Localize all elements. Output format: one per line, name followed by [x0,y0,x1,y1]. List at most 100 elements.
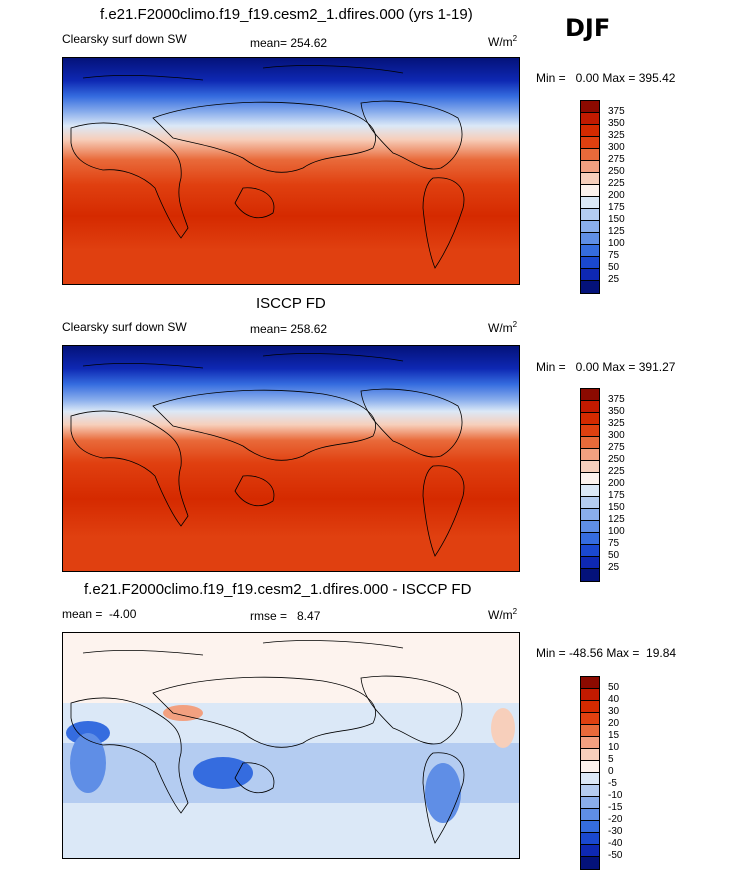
panel2-colorbar [580,388,600,582]
panel1-colorbar-swatch [581,101,599,113]
panel2-variable-label: Clearsky surf down SW [62,320,187,334]
panel3-rmse-label: rmse = 8.47 [250,609,321,623]
panel1-colorbar-tick-label: 300 [608,142,625,153]
panel2-colorbar-swatch [581,461,599,473]
panel1-colorbar-swatch [581,281,599,293]
panel1-variable-label: Clearsky surf down SW [62,32,187,46]
panel1-map [62,57,520,285]
panel2-colorbar-tick-label: 200 [608,478,625,489]
panel2-colorbar-swatch [581,533,599,545]
panel3-colorbar [580,676,600,870]
panel3-colorbar-swatch [581,797,599,809]
panel3-minmax: Min = -48.56 Max = 19.84 [536,646,677,660]
panel1-unit-label: W/m2 [488,34,517,49]
panel1-colorbar-swatch [581,233,599,245]
panel3-colorbar-swatch [581,677,599,689]
panel1-unit-sup: 2 [512,34,518,43]
panel2-colorbar-tick-label: 125 [608,514,625,525]
panel2-colorbar-tick-label: 75 [608,538,620,549]
panel1-colorbar [580,100,600,294]
panel1-colorbar-swatch [581,269,599,281]
panel3-colorbar-swatch [581,821,599,833]
panel1-colorbar-tick-label: 375 [608,106,625,117]
panel2-colorbar-swatch [581,413,599,425]
panel3-mean-label: mean = -4.00 [62,607,137,621]
panel3-colorbar-tick-label: 30 [608,706,620,717]
panel3-colorbar-swatch [581,857,599,869]
panel3-colorbar-tick-label: 15 [608,730,620,741]
panel2-colorbar-swatch [581,509,599,521]
panel2-colorbar-tick-label: 375 [608,394,625,405]
season-label: DJF [565,14,611,42]
panel1-mean-label: mean= 254.62 [250,36,328,50]
panel2-colorbar-tick-label: 100 [608,526,625,537]
panel3-unit-sup: 2 [512,607,518,616]
panel3-colorbar-swatch [581,785,599,797]
panel3-colorbar-swatch [581,845,599,857]
panel1-colorbar-swatch [581,197,599,209]
panel3-colorbar-swatch [581,749,599,761]
panel3-colorbar-tick-label: -40 [608,838,623,849]
panel3-colorbar-tick-label: 5 [608,754,614,765]
panel1-colorbar-swatch [581,185,599,197]
panel2-colorbar-swatch [581,473,599,485]
panel3-colorbar-tick-label: 40 [608,694,620,705]
panel2-colorbar-tick-label: 50 [608,550,620,561]
panel2-minmax: Min = 0.00 Max = 391.27 [536,360,676,374]
panel1-colorbar-swatch [581,161,599,173]
panel1-colorbar-swatch [581,149,599,161]
panel2-colorbar-swatch [581,545,599,557]
panel1-colorbar-swatch [581,137,599,149]
panel1-colorbar-swatch [581,257,599,269]
panel2-colorbar-tick-label: 175 [608,490,625,501]
panel2-colorbar-swatch [581,485,599,497]
panel3-colorbar-swatch [581,701,599,713]
panel2-colorbar-tick-label: 250 [608,454,625,465]
panel1-colorbar-tick-label: 275 [608,154,625,165]
panel3-colorbar-tick-label: 20 [608,718,620,729]
panel1-unit-text: W/m [488,35,513,49]
panel3-colorbar-tick-label: 0 [608,766,614,777]
panel2-colorbar-swatch [581,569,599,581]
panel3-colorbar-swatch [581,713,599,725]
panel1-title: f.e21.F2000climo.f19_f19.cesm2_1.dfires.… [100,6,473,23]
panel2-colorbar-swatch [581,557,599,569]
panel3-colorbar-swatch [581,737,599,749]
panel2-colorbar-swatch [581,401,599,413]
panel2-colorbar-swatch [581,497,599,509]
panel2-colorbar-tick-label: 350 [608,406,625,417]
panel3-unit-label: W/m2 [488,607,517,622]
panel1-colorbar-swatch [581,245,599,257]
panel1-colorbar-swatch [581,125,599,137]
panel3-colorbar-tick-label: -20 [608,814,623,825]
panel3-unit-text: W/m [488,608,513,622]
panel1-colorbar-swatch [581,221,599,233]
panel1-colorbar-tick-label: 75 [608,250,620,261]
panel3-colorbar-tick-label: -30 [608,826,623,837]
panel3-colorbar-swatch [581,689,599,701]
panel3-colorbar-tick-label: -15 [608,802,623,813]
panel3-colorbar-swatch [581,809,599,821]
panel2-title: ISCCP FD [256,295,326,312]
panel1-colorbar-tick-label: 50 [608,262,620,273]
panel3-colorbar-swatch [581,773,599,785]
panel1-colorbar-tick-label: 125 [608,226,625,237]
panel1-colorbar-tick-label: 25 [608,274,620,285]
panel1-colorbar-tick-label: 200 [608,190,625,201]
panel3-colorbar-tick-label: -50 [608,850,623,861]
panel1-colorbar-swatch [581,209,599,221]
panel2-unit-text: W/m [488,321,513,335]
panel1-colorbar-tick-label: 150 [608,214,625,225]
panel2-colorbar-tick-label: 25 [608,562,620,573]
panel3-colorbar-swatch [581,725,599,737]
panel2-colorbar-swatch [581,449,599,461]
panel1-colorbar-tick-label: 325 [608,130,625,141]
panel2-colorbar-tick-label: 325 [608,418,625,429]
panel1-colorbar-swatch [581,173,599,185]
panel2-colorbar-swatch [581,437,599,449]
panel1-colorbar-tick-label: 350 [608,118,625,129]
panel2-mean-label: mean= 258.62 [250,322,328,336]
panel1-colorbar-tick-label: 250 [608,166,625,177]
panel3-colorbar-swatch [581,833,599,845]
panel1-colorbar-tick-label: 175 [608,202,625,213]
